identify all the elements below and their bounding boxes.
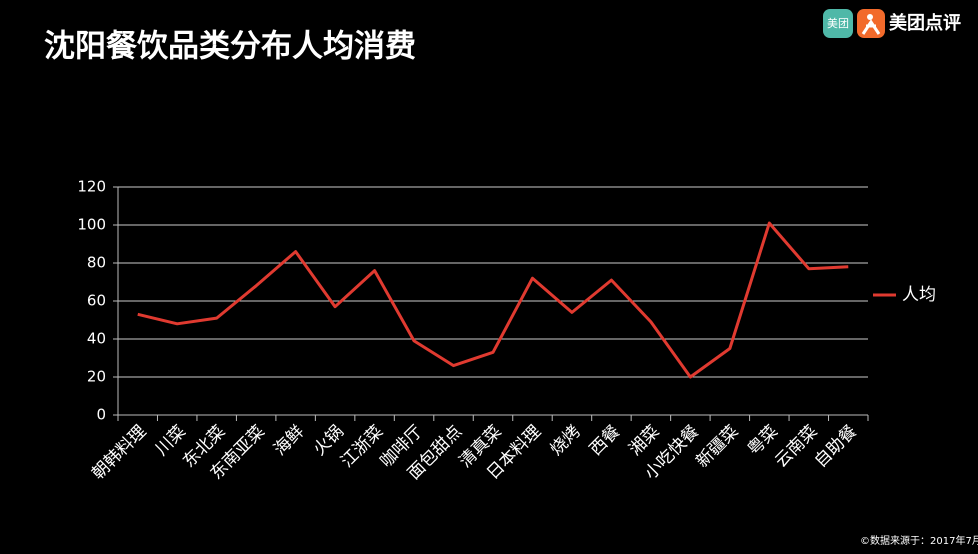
source-note: ©数据来源于：2017年7月	[860, 534, 978, 547]
logo-mark-body	[861, 19, 881, 35]
logo-brand: 美团点评	[889, 12, 961, 34]
y-tick-label: 0	[96, 406, 106, 424]
y-tick-label: 80	[87, 254, 106, 272]
line-series	[137, 221, 849, 379]
y-tick-label: 100	[77, 216, 106, 234]
logo-mark-head	[867, 14, 873, 20]
y-tick-label: 60	[87, 292, 106, 310]
logo-icon-text: 美团	[827, 17, 849, 30]
y-tick-label: 120	[77, 178, 106, 196]
logo-icon	[823, 9, 853, 38]
y-tick-label: 40	[87, 330, 106, 348]
y-tick-label: 20	[87, 368, 106, 386]
legend-label: 人均	[902, 285, 936, 305]
chart-title: 沈阳餐饮品类分布人均消费	[44, 29, 416, 65]
